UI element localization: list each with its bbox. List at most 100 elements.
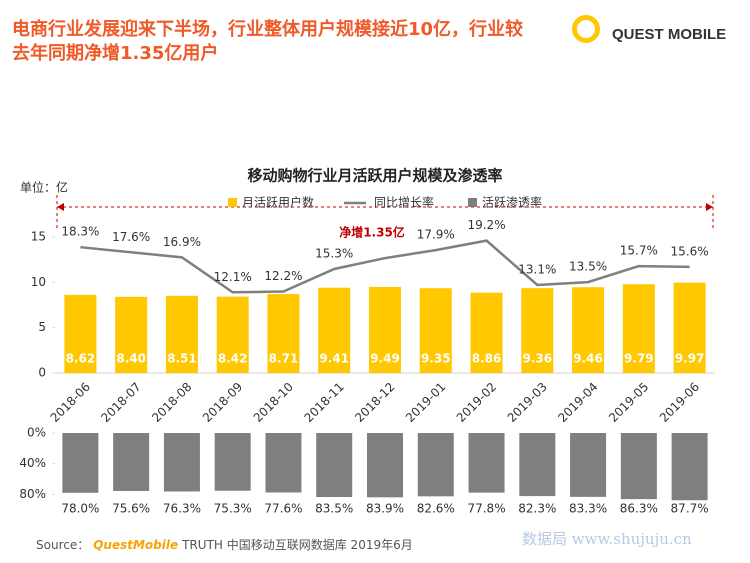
data-label: 76.3% — [163, 502, 201, 516]
bar — [521, 288, 554, 373]
data-label: 83.3% — [569, 502, 607, 516]
data-label: 8.71 — [269, 352, 299, 366]
y-tick-label: 5 — [38, 320, 46, 334]
data-label: 15.6% — [671, 244, 709, 258]
x-tick-label: 2018-09 — [200, 380, 245, 425]
data-label: 9.36 — [523, 352, 553, 366]
data-label: 82.3% — [518, 502, 556, 516]
bar — [417, 433, 454, 497]
data-label: 9.41 — [319, 352, 349, 366]
bar — [216, 296, 249, 373]
x-tick-label: 2018-07 — [98, 380, 143, 425]
bar — [62, 433, 99, 493]
x-tick-label: 2018-11 — [301, 380, 346, 425]
data-label: 9.46 — [573, 352, 603, 366]
data-label: 77.8% — [467, 502, 505, 516]
bar — [267, 294, 300, 373]
bar — [64, 294, 97, 373]
bar — [316, 433, 353, 498]
data-label: 86.3% — [620, 502, 658, 516]
bar — [622, 284, 655, 373]
x-tick-label: 2019-03 — [505, 380, 550, 425]
y-tick-label: 0 — [38, 366, 46, 380]
data-label: 78.0% — [61, 502, 99, 516]
y-tick-label: 40% — [19, 456, 46, 470]
legend-label: 同比增长率 — [374, 195, 434, 210]
data-label: 75.3% — [214, 502, 252, 516]
chart-title: 移动购物行业月活跃用户规模及渗透率 — [247, 167, 502, 185]
x-tick-label: 2019-02 — [454, 380, 499, 425]
bar — [671, 433, 708, 501]
footer: Source： QuestMobile TRUTH 中国移动互联网数据库 2019年… — [36, 536, 413, 553]
data-label: 18.3% — [61, 225, 99, 239]
data-label: 13.5% — [569, 260, 607, 274]
y-tick-label: 80% — [19, 487, 46, 501]
logo-icon — [572, 15, 600, 43]
legend-label: 活跃渗透率 — [482, 195, 542, 210]
y-tick-label: 10 — [31, 275, 46, 289]
bar — [468, 433, 505, 493]
data-label: 8.40 — [116, 352, 146, 366]
data-label: 83.9% — [366, 502, 404, 516]
y-tick-label: 15 — [31, 230, 46, 244]
headline-line: 去年同期净增1.35亿用户 — [12, 43, 219, 64]
footer-label: Source： — [36, 538, 90, 552]
bar — [214, 433, 251, 491]
headline: 电商行业发展迎来下半场，行业整体用户规模接近10亿，行业较 去年同期净增1.35… — [12, 18, 523, 66]
data-label: 13.1% — [518, 263, 556, 277]
x-tick-label: 2018-12 — [352, 380, 397, 425]
bar — [620, 433, 657, 500]
data-label: 15.3% — [315, 247, 353, 261]
bar — [419, 288, 452, 373]
data-label: 8.62 — [66, 352, 96, 366]
bar — [570, 433, 607, 497]
line — [80, 239, 690, 294]
x-tick-label: 2019-04 — [555, 380, 600, 425]
bar — [572, 287, 605, 373]
bar — [115, 296, 148, 373]
annotation-text: 净增1.35亿 — [339, 225, 405, 240]
data-label: 16.9% — [163, 235, 201, 249]
data-label: 9.97 — [675, 352, 705, 366]
bar — [265, 433, 302, 493]
bar — [369, 286, 401, 373]
x-tick-label: 2018-08 — [149, 380, 194, 425]
x-tick-label: 2018-10 — [251, 380, 296, 425]
data-label: 9.79 — [624, 352, 654, 366]
data-label: 75.6% — [112, 502, 150, 516]
bar — [113, 433, 150, 491]
data-label: 12.2% — [264, 269, 302, 283]
data-label: 8.51 — [167, 352, 197, 366]
logo: QUEST MOBILE — [612, 26, 727, 43]
watermark: 数据局 www.shujuju.cn — [522, 530, 692, 548]
legend-marker — [468, 198, 477, 207]
bar — [163, 433, 200, 492]
x-tick-label: 2018-06 — [48, 380, 93, 425]
bar — [165, 295, 198, 373]
data-label: 19.2% — [467, 218, 505, 232]
data-label: 9.49 — [370, 352, 400, 366]
footer-text: TRUTH 中国移动互联网数据库 2019年6月 — [182, 538, 413, 552]
headline-line: 电商行业发展迎来下半场，行业整体用户规模接近10亿，行业较 — [12, 19, 524, 40]
data-label: 8.42 — [218, 352, 248, 366]
x-tick-label: 2019-01 — [403, 380, 448, 425]
data-label: 8.86 — [472, 352, 502, 366]
y-unit: 单位：亿 — [20, 180, 68, 195]
bar — [519, 433, 556, 497]
x-tick-label: 2019-05 — [606, 380, 651, 425]
legend-marker — [228, 198, 237, 207]
data-label: 17.6% — [112, 230, 150, 244]
data-label: 15.7% — [620, 244, 658, 258]
footer-brand: QuestMobile — [93, 538, 179, 552]
annotation — [56, 195, 714, 230]
data-label: 87.7% — [671, 502, 709, 516]
data-label: 77.6% — [264, 502, 302, 516]
x-tick-label: 2019-06 — [657, 380, 702, 425]
data-label: 12.1% — [214, 270, 252, 284]
data-label: 9.35 — [421, 352, 451, 366]
data-label: 83.5% — [315, 502, 353, 516]
legend-label: 月活跃用户数 — [242, 195, 314, 210]
y-tick-label: 0% — [27, 426, 46, 440]
